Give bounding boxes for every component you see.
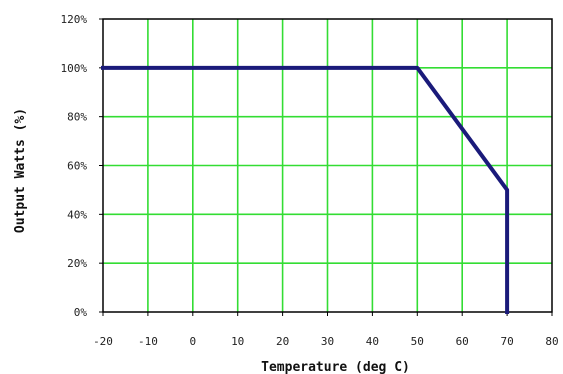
series-line	[101, 65, 510, 314]
x-tick-label: -10	[138, 335, 158, 348]
x-axis-ticks: -20 -10 0 10 20 30 40 50 60 70 80	[93, 312, 559, 348]
y-tick-label: 20%	[67, 257, 87, 270]
x-tick-label: 80	[545, 335, 558, 348]
y-tick-label: 80%	[67, 111, 87, 124]
y-tick-label: 120%	[61, 13, 88, 26]
x-tick-label: 50	[411, 335, 424, 348]
y-tick-label: 60%	[67, 160, 87, 173]
x-tick-label: 30	[321, 335, 334, 348]
x-tick-label: 70	[500, 335, 513, 348]
series-layer	[101, 65, 510, 314]
x-tick-label: 10	[231, 335, 244, 348]
x-tick-label: 20	[276, 335, 289, 348]
x-tick-label: -20	[93, 335, 113, 348]
y-axis-ticks: 0% 20% 40% 60% 80% 100% 120%	[61, 13, 103, 319]
y-tick-label: 40%	[67, 208, 87, 221]
y-axis-label: Output Watts (%)	[13, 108, 28, 233]
x-tick-label: 40	[366, 335, 379, 348]
x-axis-label: Temperature (deg C)	[261, 360, 410, 374]
y-tick-label: 0%	[74, 306, 88, 319]
x-tick-label: 60	[456, 335, 469, 348]
grid	[103, 19, 552, 312]
x-tick-label: 0	[189, 335, 196, 348]
y-tick-label: 100%	[61, 62, 88, 75]
